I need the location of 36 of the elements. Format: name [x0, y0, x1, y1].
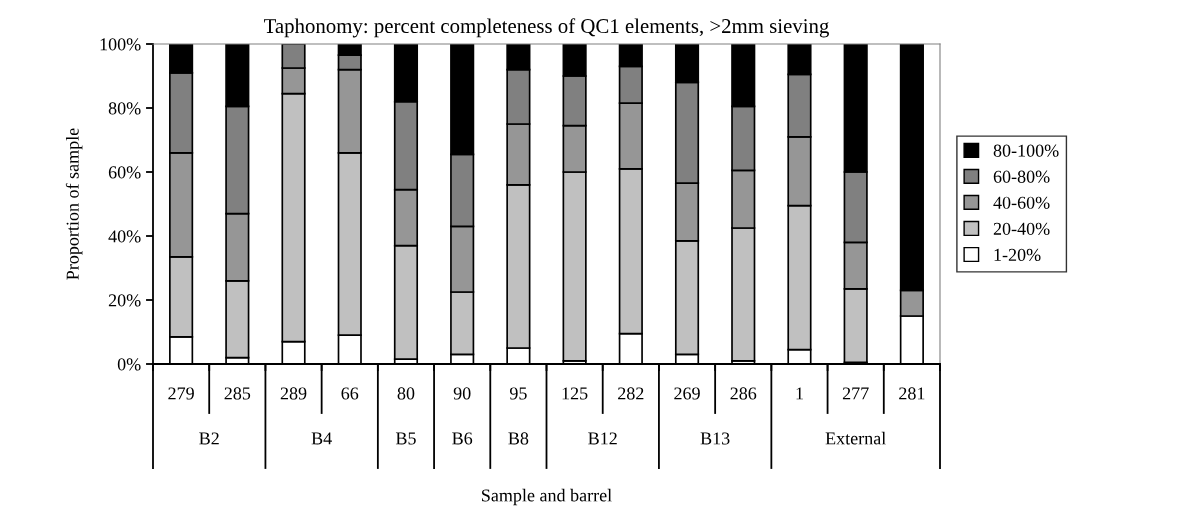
y-tick-label: 40%	[108, 230, 141, 243]
x-axis-title: Sample and barrel	[482, 488, 612, 506]
legend-label: 40-60%	[993, 196, 1050, 209]
text: B8	[508, 432, 529, 445]
text: B6	[452, 432, 473, 445]
x-tick-label: 269	[674, 387, 700, 400]
legend-label: 60-80%	[993, 170, 1050, 183]
text: External	[825, 431, 886, 445]
legend-label: 80-100%	[993, 144, 1059, 157]
x-tick-label: 277	[842, 387, 869, 400]
chart-title: Taphonomy: percent completeness of QC1 elements, >2mm sieving	[264, 18, 829, 38]
text: B13	[700, 432, 730, 445]
y-axis-title: Proportion of sample	[65, 128, 83, 280]
x-tick-label: 66	[341, 387, 359, 400]
x-tick-label: 281	[899, 387, 925, 400]
text: B4	[311, 432, 332, 445]
x-tick-label: 125	[562, 387, 588, 400]
x-tick-label: 95	[509, 387, 527, 400]
legend-label: 20-40%	[993, 222, 1050, 235]
text: B5	[395, 432, 416, 445]
x-tick-label: 90	[453, 387, 471, 400]
y-tick-label: 0%	[117, 358, 141, 371]
x-tick-label: 282	[618, 387, 644, 400]
y-tick-label: 60%	[108, 166, 141, 179]
x-tick-label: 279	[168, 387, 194, 400]
x-tick-label: 80	[397, 387, 415, 400]
y-tick-label: 20%	[108, 294, 141, 307]
x-tick-label: 289	[280, 387, 307, 400]
x-tick-label: 1	[796, 387, 803, 400]
x-tick-label: 286	[730, 387, 757, 400]
legend-label: 1-20%	[994, 248, 1041, 262]
y-tick-label: 80%	[108, 102, 141, 115]
text: B2	[199, 432, 219, 445]
x-tick-label: 285	[224, 387, 251, 400]
text: B12	[588, 432, 617, 445]
y-tick-label: 100%	[100, 38, 141, 51]
